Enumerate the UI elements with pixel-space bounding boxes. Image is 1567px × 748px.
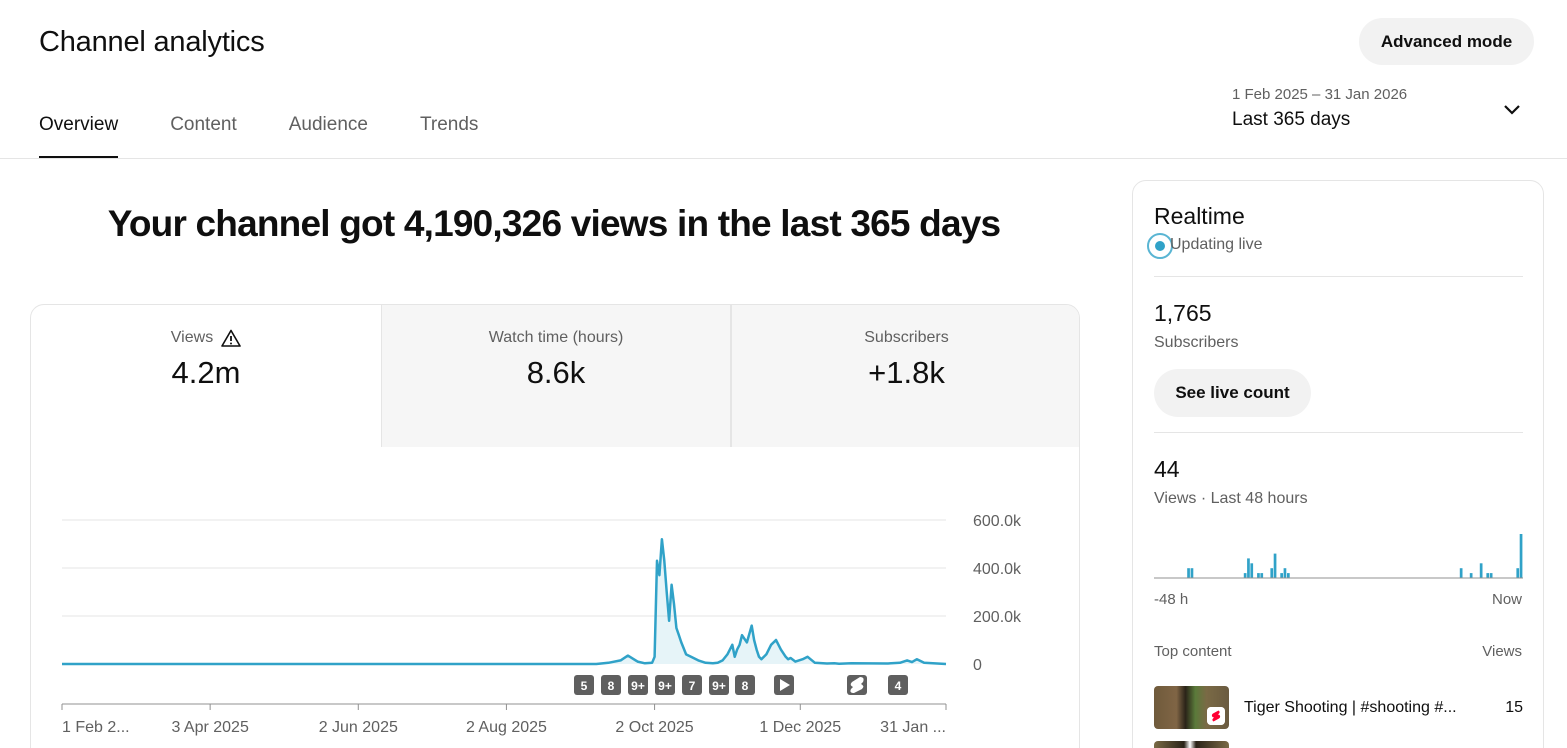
x-tick-label: 2 Jun 2025 — [319, 719, 398, 736]
bar-axis-end: Now — [1492, 591, 1522, 608]
x-tick-label: 2 Aug 2025 — [466, 719, 547, 736]
video-thumbnail[interactable] — [1154, 741, 1229, 748]
realtime-subscribers-value: 1,765 — [1154, 300, 1212, 327]
x-tick-label: 1 Feb 2... — [62, 719, 130, 736]
realtime-bar[interactable] — [1486, 573, 1489, 578]
realtime-bar[interactable] — [1480, 563, 1483, 578]
realtime-bar[interactable] — [1470, 573, 1473, 578]
tab-overview[interactable]: Overview — [39, 114, 118, 158]
divider — [1154, 276, 1523, 277]
realtime-bar[interactable] — [1260, 573, 1263, 578]
date-range-preset: Last 365 days — [1232, 109, 1532, 131]
video-thumbnail — [1154, 686, 1229, 729]
date-range-text: 1 Feb 2025 – 31 Jan 2026 — [1232, 86, 1532, 103]
realtime-bar[interactable] — [1520, 534, 1523, 578]
views-column-label: Views — [1482, 643, 1522, 660]
x-tick-label: 31 Jan ... — [880, 719, 946, 736]
realtime-bar[interactable] — [1257, 573, 1260, 578]
realtime-bar[interactable] — [1187, 568, 1190, 578]
top-content-label: Top content — [1154, 643, 1232, 660]
headline: Your channel got 4,190,326 views in the … — [0, 203, 1108, 245]
metrics-card: Views 4.2m Watch time (hours) 8.6k Subsc… — [30, 304, 1080, 748]
tab-trends[interactable]: Trends — [420, 114, 478, 158]
realtime-subscribers-label: Subscribers — [1154, 334, 1238, 352]
chevron-down-icon[interactable] — [1502, 103, 1522, 117]
realtime-bar[interactable] — [1280, 573, 1283, 578]
publish-marker-count: 8 — [608, 679, 615, 693]
shorts-icon — [1207, 707, 1225, 725]
top-content-item[interactable]: Tiger Shooting | #shooting #... 15 — [1154, 686, 1523, 730]
tabs: Overview Content Audience Trends — [39, 114, 530, 158]
realtime-bar[interactable] — [1516, 568, 1519, 578]
realtime-status: Updating live — [1170, 236, 1263, 254]
publish-marker-count: 4 — [895, 679, 902, 693]
views-chart[interactable]: 0 200.0k 400.0k 600.0k 1 Feb 2... 3 Apr 2025 2… — [31, 305, 1080, 748]
realtime-card: Realtime Updating live 1,765 Subscribers… — [1132, 180, 1544, 748]
tab-content[interactable]: Content — [170, 114, 237, 158]
realtime-bar[interactable] — [1460, 568, 1463, 578]
realtime-bar[interactable] — [1191, 568, 1194, 578]
divider — [1154, 432, 1523, 433]
see-live-count-button[interactable]: See live count — [1154, 369, 1311, 417]
publish-marker-count: 9+ — [712, 679, 726, 693]
x-tick-label: 1 Dec 2025 — [759, 719, 841, 736]
realtime-views-label: Views · Last 48 hours — [1154, 490, 1308, 508]
x-tick-label: 3 Apr 2025 — [171, 719, 249, 736]
realtime-bar[interactable] — [1287, 573, 1290, 578]
realtime-bar[interactable] — [1270, 568, 1273, 578]
realtime-bar[interactable] — [1250, 563, 1253, 578]
realtime-bar[interactable] — [1274, 554, 1277, 578]
publish-marker-count: 9+ — [658, 679, 672, 693]
page-title: Channel analytics — [39, 26, 265, 59]
realtime-views-value: 44 — [1154, 456, 1180, 483]
realtime-bar[interactable] — [1284, 568, 1287, 578]
tabs-divider — [0, 158, 1567, 159]
advanced-mode-button[interactable]: Advanced mode — [1359, 18, 1534, 65]
y-tick-label: 600.0k — [973, 513, 1022, 530]
date-range-picker[interactable]: 1 Feb 2025 – 31 Jan 2026 Last 365 days — [1232, 86, 1532, 142]
y-tick-label: 400.0k — [973, 561, 1022, 578]
y-tick-label: 200.0k — [973, 609, 1022, 626]
publish-marker-count: 9+ — [631, 679, 645, 693]
video-views: 15 — [1505, 699, 1523, 717]
tab-audience[interactable]: Audience — [289, 114, 368, 158]
y-tick-label: 0 — [973, 657, 982, 674]
publish-marker-count: 5 — [581, 679, 588, 693]
realtime-bar[interactable] — [1490, 573, 1493, 578]
x-tick-label: 2 Oct 2025 — [615, 719, 693, 736]
realtime-title: Realtime — [1154, 203, 1245, 230]
realtime-bar[interactable] — [1247, 558, 1250, 578]
bar-axis-start: -48 h — [1154, 591, 1188, 608]
realtime-bar[interactable] — [1244, 573, 1247, 578]
series-line[interactable] — [62, 539, 946, 664]
publish-marker-count: 7 — [689, 679, 696, 693]
video-title: Tiger Shooting | #shooting #... — [1244, 699, 1457, 717]
series-area — [62, 539, 946, 664]
publish-marker-count: 8 — [742, 679, 749, 693]
realtime-bar-chart[interactable] — [1154, 521, 1523, 581]
